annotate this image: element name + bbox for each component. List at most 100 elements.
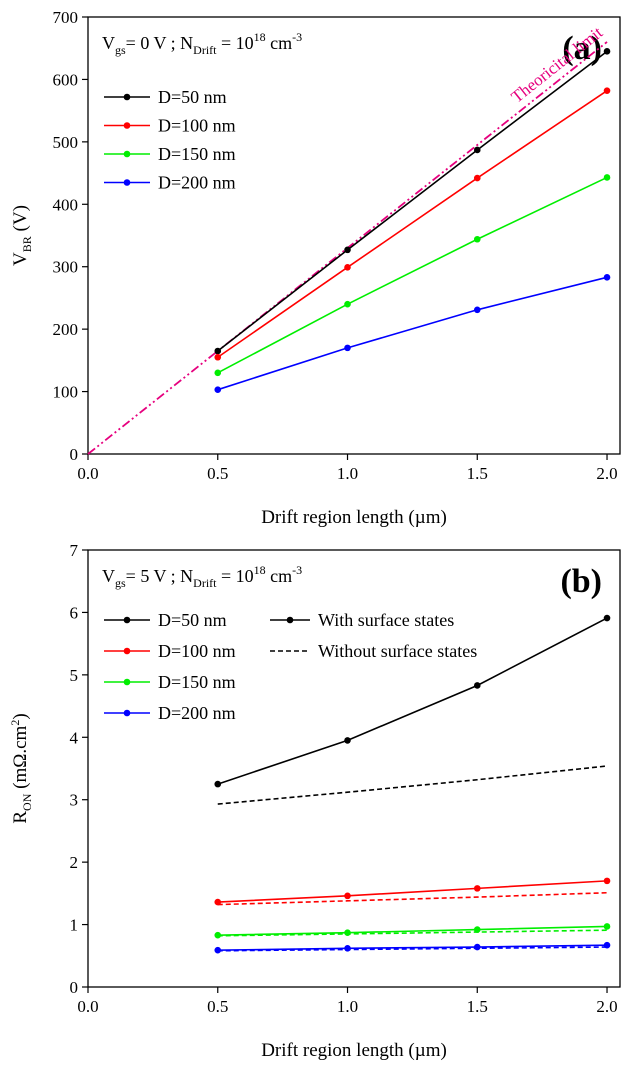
data-point xyxy=(344,344,351,352)
style-legend-label: With surface states xyxy=(318,610,454,630)
series-line xyxy=(217,944,608,951)
condition-mid: = 0 V ; N xyxy=(126,33,194,53)
legend-label: D=200 nm xyxy=(158,703,236,723)
legend-marker xyxy=(123,709,131,717)
data-point xyxy=(603,614,611,622)
data-point xyxy=(473,926,481,933)
y-axis-title-sub: BR xyxy=(20,236,34,252)
legend-marker xyxy=(123,93,131,101)
data-point xyxy=(344,264,351,271)
y-axis-title: VBR (V) xyxy=(10,205,34,266)
condition-exp: 18 xyxy=(254,30,266,44)
data-point xyxy=(473,146,481,154)
series-d-200-nm xyxy=(214,941,611,954)
series-d-150-nm xyxy=(214,174,611,377)
y-axis-title-unit: (V) xyxy=(10,205,31,236)
series-line-dashed xyxy=(217,946,608,952)
series-d-150-nm xyxy=(214,923,611,939)
x-tick-label: 1.0 xyxy=(337,997,358,1016)
data-point xyxy=(603,87,611,94)
data-point xyxy=(214,347,222,355)
y-axis-title-unit: (mΩ.cm xyxy=(10,725,31,793)
x-axis-title: Drift region length (µm) xyxy=(261,507,447,528)
data-point xyxy=(473,682,481,689)
x-tick-label: 0.5 xyxy=(207,997,228,1016)
condition-text: Vgs= 5 V ; NDrift = 1018 cm-3 xyxy=(102,563,302,590)
y-axis-title-main: R xyxy=(10,811,31,824)
data-point xyxy=(214,386,222,393)
data-point xyxy=(473,235,481,243)
series-line-dashed xyxy=(217,765,608,805)
legend-label: D=50 nm xyxy=(158,87,227,107)
data-point xyxy=(344,944,351,952)
condition-eq: = 10 xyxy=(217,33,254,53)
data-point xyxy=(603,877,611,885)
legend: D=50 nm D=100 nm D=150 nm D=200 nm xyxy=(104,87,236,193)
series-line xyxy=(217,90,608,358)
legend-marker xyxy=(123,179,131,186)
data-point xyxy=(344,246,351,254)
data-point xyxy=(603,174,611,181)
condition-exp: 18 xyxy=(254,563,266,577)
series-line xyxy=(217,925,608,936)
condition-mid-sub: Drift xyxy=(193,576,217,590)
y-tick-label: 100 xyxy=(53,383,79,402)
y-tick-label: 2 xyxy=(70,853,79,872)
y-tick-label: 500 xyxy=(53,133,79,152)
series-line-dashed xyxy=(217,929,608,937)
legend-label: D=150 nm xyxy=(158,672,236,692)
data-point xyxy=(473,306,481,314)
legend-marker xyxy=(123,122,131,129)
series-d-100-nm xyxy=(214,87,611,361)
legend-label: D=200 nm xyxy=(158,173,236,193)
style-legend-marker xyxy=(286,616,294,624)
y-axis-title-main: V xyxy=(10,252,31,266)
condition-unit-sup: -3 xyxy=(292,30,302,44)
y-tick-label: 3 xyxy=(70,791,79,810)
y-tick-label: 0 xyxy=(70,978,79,997)
x-tick-label: 0.0 xyxy=(77,997,98,1016)
legend-label: D=50 nm xyxy=(158,610,227,630)
y-axis-title-close: ) xyxy=(10,713,31,719)
y-tick-label: 400 xyxy=(53,195,79,214)
legend-marker xyxy=(123,678,131,686)
y-tick-label: 5 xyxy=(70,666,79,685)
x-tick-label: 1.5 xyxy=(467,997,488,1016)
legend-marker xyxy=(123,616,131,624)
legend-label: D=100 nm xyxy=(158,641,236,661)
condition-text: Vgs= 0 V ; NDrift = 1018 cm-3 xyxy=(102,30,302,57)
legend-marker xyxy=(123,647,131,655)
data-point xyxy=(473,885,481,892)
x-tick-label: 2.0 xyxy=(596,464,617,483)
series-d-50-nm xyxy=(214,614,611,805)
plot-frame xyxy=(87,16,621,455)
series-line xyxy=(217,880,608,903)
panel-b: 0.0 0.5 1.0 1.5 2.0 0 1 2 3 4 5 6 7 Drift region leng… xyxy=(8,541,621,1061)
condition-prefix-sub: gs xyxy=(115,576,126,590)
series-d-200-nm xyxy=(214,274,611,393)
series-line xyxy=(217,276,608,391)
series-line-dashed xyxy=(217,891,608,906)
y-tick-label: 6 xyxy=(70,603,79,622)
x-tick-label: 0.0 xyxy=(77,464,98,483)
data-point xyxy=(473,174,481,182)
data-point xyxy=(603,48,611,55)
series-line xyxy=(217,50,608,352)
style-legend-label: Without surface states xyxy=(318,641,477,661)
series-line xyxy=(217,176,608,374)
y-tick-label: 200 xyxy=(53,320,79,339)
data-point xyxy=(603,923,611,930)
y-tick-label: 600 xyxy=(53,70,79,89)
x-tick-label: 0.5 xyxy=(207,464,228,483)
x-tick-label: 1.5 xyxy=(467,464,488,483)
panel-label: (b) xyxy=(560,563,602,600)
x-tick-label: 1.0 xyxy=(337,464,358,483)
y-tick-label: 700 xyxy=(53,8,79,27)
condition-unit-sup: -3 xyxy=(292,563,302,577)
condition-prefix-sub: gs xyxy=(115,43,126,57)
legend-label: D=150 nm xyxy=(158,144,236,164)
legend: D=50 nm D=100 nm D=150 nm D=200 nm With surf… xyxy=(104,610,477,723)
y-tick-label: 0 xyxy=(70,445,79,464)
y-axis-title-sub: ON xyxy=(20,793,34,811)
